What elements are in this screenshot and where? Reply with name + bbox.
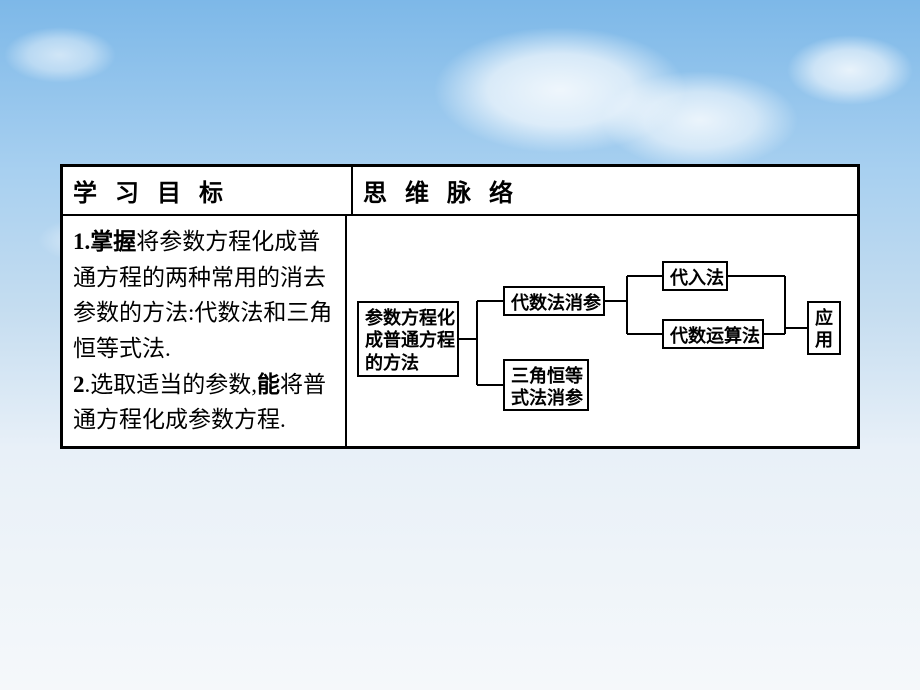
body-row: 1.掌握将参数方程化成普通方程的两种常用的消去参数的方法:代数法和三角恒等式法.…: [63, 216, 857, 446]
flowchart-node-app: 应用: [807, 301, 841, 355]
header-thinking-context: 思 维 脉 络: [353, 167, 857, 216]
header-row: 学 习 目 标 思 维 脉 络: [63, 167, 857, 216]
flowchart-diagram: 参数方程化成普通方程的方法 代数法消参三角恒等式法消参 代入法代数运算法 应用: [357, 231, 847, 431]
flowchart-node-sub2: 代数运算法: [662, 319, 764, 349]
content-table: 学 习 目 标 思 维 脉 络 1.掌握将参数方程化成普通方程的两种常用的消去参…: [60, 164, 860, 449]
diagram-cell: 参数方程化成普通方程的方法 代数法消参三角恒等式法消参 代入法代数运算法 应用: [347, 216, 857, 446]
goal1-number: 1: [73, 229, 85, 254]
learning-goals-cell: 1.掌握将参数方程化成普通方程的两种常用的消去参数的方法:代数法和三角恒等式法.…: [63, 216, 347, 446]
goal2-text-a: .选取适当的参数,: [85, 372, 258, 397]
flowchart-node-sub1: 代入法: [662, 261, 728, 291]
goal2-number: 2: [73, 372, 85, 397]
flowchart-node-alg: 代数法消参: [503, 286, 605, 316]
flowchart-node-trig: 三角恒等式法消参: [503, 359, 589, 411]
flowchart-node-root: 参数方程化成普通方程的方法: [357, 301, 459, 377]
goal2-bold: 能: [257, 372, 280, 397]
header-learning-goals: 学 习 目 标: [63, 167, 353, 216]
goal1-bold: .掌握: [85, 229, 137, 254]
